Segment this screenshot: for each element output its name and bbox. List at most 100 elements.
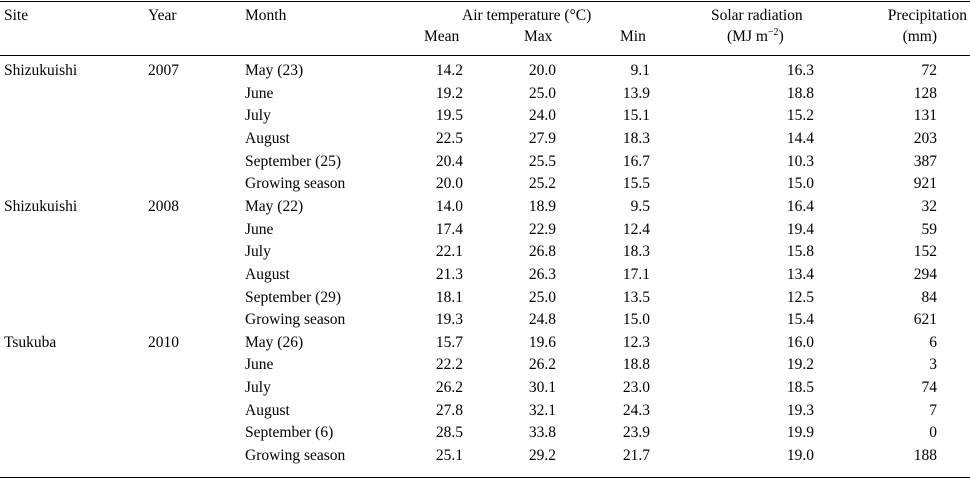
cell-max: 24.0	[528, 107, 556, 124]
cell-precipitation: 3	[929, 356, 937, 373]
header-min: Min	[620, 28, 646, 45]
cell-max: 25.5	[528, 153, 556, 170]
cell-precipitation: 74	[921, 379, 938, 396]
cell-max: 18.9	[528, 198, 556, 215]
cell-max: 20.0	[528, 62, 556, 79]
cell-mean: 14.2	[435, 62, 463, 79]
cell-max: 26.3	[528, 266, 556, 283]
cell-solar-radiation: 19.2	[786, 356, 814, 373]
cell-mean: 14.0	[435, 198, 463, 215]
cell-max: 24.8	[528, 311, 556, 328]
cell-min: 18.3	[622, 243, 650, 260]
cell-mean: 19.2	[435, 85, 463, 102]
cell-max: 25.0	[528, 289, 556, 306]
cell-min: 18.3	[622, 130, 650, 147]
cell-mean: 26.2	[435, 379, 463, 396]
header-month: Month	[245, 7, 287, 24]
cell-solar-radiation: 10.3	[786, 153, 814, 170]
cell-precipitation: 188	[913, 447, 937, 464]
cell-min: 15.1	[622, 107, 650, 124]
cell-min: 18.8	[622, 356, 650, 373]
cell-max: 25.2	[528, 175, 556, 192]
cell-mean: 19.3	[435, 311, 463, 328]
cell-precipitation: 387	[913, 153, 937, 170]
cell-precipitation: 7	[929, 402, 937, 419]
cell-month: Growing season	[245, 311, 346, 328]
cell-month: September (25)	[245, 153, 341, 170]
cell-mean: 20.4	[435, 153, 463, 170]
cell-mean: 20.0	[435, 175, 463, 192]
cell-solar-radiation: 15.0	[786, 175, 814, 192]
cell-year: 2010	[148, 334, 179, 351]
cell-mean: 18.1	[435, 289, 463, 306]
cell-solar-radiation: 19.4	[786, 221, 814, 238]
cell-precipitation: 152	[913, 243, 937, 260]
cell-max: 25.0	[528, 85, 556, 102]
cell-month: May (22)	[245, 198, 304, 215]
header-solar-radiation: Solar radiation	[711, 7, 803, 24]
cell-month: May (26)	[245, 334, 304, 351]
cell-precipitation: 128	[913, 85, 937, 102]
cell-precipitation: 0	[929, 424, 937, 441]
cell-max: 32.1	[528, 402, 556, 419]
cell-mean: 22.1	[435, 243, 463, 260]
cell-max: 22.9	[528, 221, 556, 238]
header-mean: Mean	[424, 28, 460, 45]
cell-month: June	[245, 85, 274, 102]
cell-min: 16.7	[622, 153, 650, 170]
cell-year: 2008	[148, 198, 179, 215]
cell-solar-radiation: 15.4	[786, 311, 814, 328]
cell-month: September (29)	[245, 289, 341, 306]
cell-precipitation: 294	[913, 266, 937, 283]
cell-month: July	[245, 107, 271, 124]
solar-unit-suffix: )	[778, 28, 784, 45]
cell-min: 15.5	[622, 175, 650, 192]
cell-solar-radiation: 14.4	[786, 130, 814, 147]
cell-solar-radiation: 15.8	[786, 243, 814, 260]
table-top-rule	[0, 1, 970, 2]
cell-precipitation: 72	[921, 62, 938, 79]
solar-unit-exponent: −2	[767, 26, 779, 38]
cell-mean: 22.5	[435, 130, 463, 147]
cell-max: 33.8	[528, 424, 556, 441]
header-precipitation-unit: (mm)	[902, 28, 937, 45]
cell-precipitation: 621	[913, 311, 937, 328]
cell-solar-radiation: 19.9	[786, 424, 814, 441]
cell-solar-radiation: 13.4	[786, 266, 814, 283]
cell-year: 2007	[148, 62, 179, 79]
cell-min: 13.9	[622, 85, 650, 102]
table-header-rule	[0, 55, 970, 56]
cell-mean: 27.8	[435, 402, 463, 419]
cell-solar-radiation: 19.0	[786, 447, 814, 464]
cell-max: 26.2	[528, 356, 556, 373]
header-air-temperature: Air temperature (°C)	[462, 7, 592, 24]
cell-min: 9.1	[630, 62, 650, 79]
header-max: Max	[524, 28, 553, 45]
cell-max: 30.1	[528, 379, 556, 396]
cell-min: 24.3	[622, 402, 650, 419]
cell-max: 19.6	[528, 334, 556, 351]
cell-min: 13.5	[622, 289, 650, 306]
cell-min: 9.5	[630, 198, 650, 215]
header-solar-unit: (MJ m−2)	[727, 26, 784, 46]
cell-solar-radiation: 19.3	[786, 402, 814, 419]
cell-solar-radiation: 16.3	[786, 62, 814, 79]
cell-min: 23.9	[622, 424, 650, 441]
cell-min: 23.0	[622, 379, 650, 396]
cell-month: August	[245, 402, 290, 419]
cell-min: 12.4	[622, 221, 650, 238]
cell-precipitation: 32	[921, 198, 938, 215]
cell-month: September (6)	[245, 424, 334, 441]
cell-site: Shizukuishi	[4, 62, 78, 79]
cell-solar-radiation: 18.8	[786, 85, 814, 102]
cell-month: July	[245, 379, 271, 396]
cell-max: 26.8	[528, 243, 556, 260]
table-bottom-rule	[0, 477, 970, 478]
cell-month: August	[245, 266, 290, 283]
cell-mean: 21.3	[435, 266, 463, 283]
cell-month: Growing season	[245, 175, 346, 192]
cell-month: August	[245, 130, 290, 147]
cell-precipitation: 921	[913, 175, 937, 192]
cell-solar-radiation: 16.0	[786, 334, 814, 351]
cell-solar-radiation: 15.2	[786, 107, 814, 124]
